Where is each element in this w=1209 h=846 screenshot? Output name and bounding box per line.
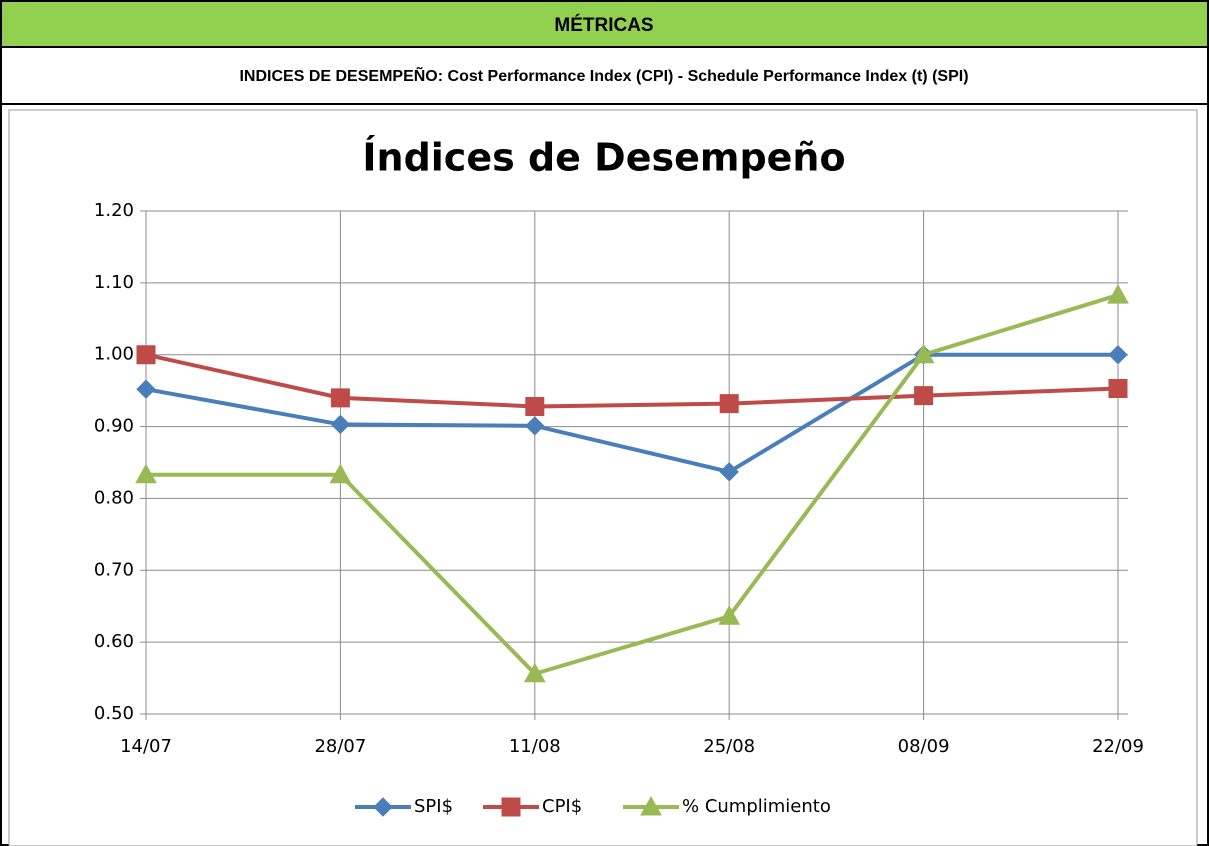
marker xyxy=(912,343,935,364)
marker xyxy=(135,463,157,484)
marker xyxy=(914,386,934,406)
y-tick-label: 0.60 xyxy=(94,631,134,652)
marker xyxy=(1107,284,1129,304)
header-subtitle: INDICES DE DESEMPEÑO: Cost Performance I… xyxy=(239,65,968,85)
legend-label: CPI$ xyxy=(542,796,582,817)
x-tick-label: 22/09 xyxy=(1092,736,1144,757)
marker xyxy=(1108,378,1128,398)
marker xyxy=(330,414,351,435)
y-tick-label: 1.00 xyxy=(94,344,134,365)
x-tick-label: 25/08 xyxy=(703,736,755,757)
x-tick-label: 14/07 xyxy=(120,736,172,757)
header-title: MÉTRICAS xyxy=(554,14,653,36)
x-tick-label: 08/09 xyxy=(898,736,950,757)
y-tick-label: 0.90 xyxy=(94,416,134,437)
marker xyxy=(525,396,545,416)
legend-label: % Cumplimiento xyxy=(682,796,831,817)
chart-title: Índices de Desempeño xyxy=(362,136,845,180)
marker xyxy=(719,462,739,482)
legend-marker xyxy=(640,795,662,816)
legend-label: SPI$ xyxy=(414,796,453,817)
series-line xyxy=(145,352,1118,474)
marker xyxy=(718,605,741,625)
x-tick-label: 28/07 xyxy=(314,736,366,757)
legend-marker xyxy=(501,797,521,817)
series-line xyxy=(145,352,1119,409)
header-bar xyxy=(0,0,1209,48)
y-tick-label: 0.70 xyxy=(94,559,134,580)
marker xyxy=(136,379,156,399)
marker xyxy=(329,463,352,484)
series-line xyxy=(146,293,1119,677)
y-tick-label: 1.10 xyxy=(94,272,134,293)
marker xyxy=(1108,345,1128,365)
marker xyxy=(719,394,739,414)
marker xyxy=(525,416,545,436)
marker xyxy=(523,662,546,683)
y-tick-label: 1.20 xyxy=(94,200,134,221)
y-tick-label: 0.80 xyxy=(94,487,134,508)
x-tick-label: 11/08 xyxy=(509,736,561,757)
chart-area xyxy=(8,109,1198,846)
subtitle-row xyxy=(0,46,1209,105)
legend-marker xyxy=(373,797,393,817)
marker xyxy=(136,345,156,365)
y-tick-label: 0.50 xyxy=(94,703,134,724)
marker xyxy=(330,388,350,408)
